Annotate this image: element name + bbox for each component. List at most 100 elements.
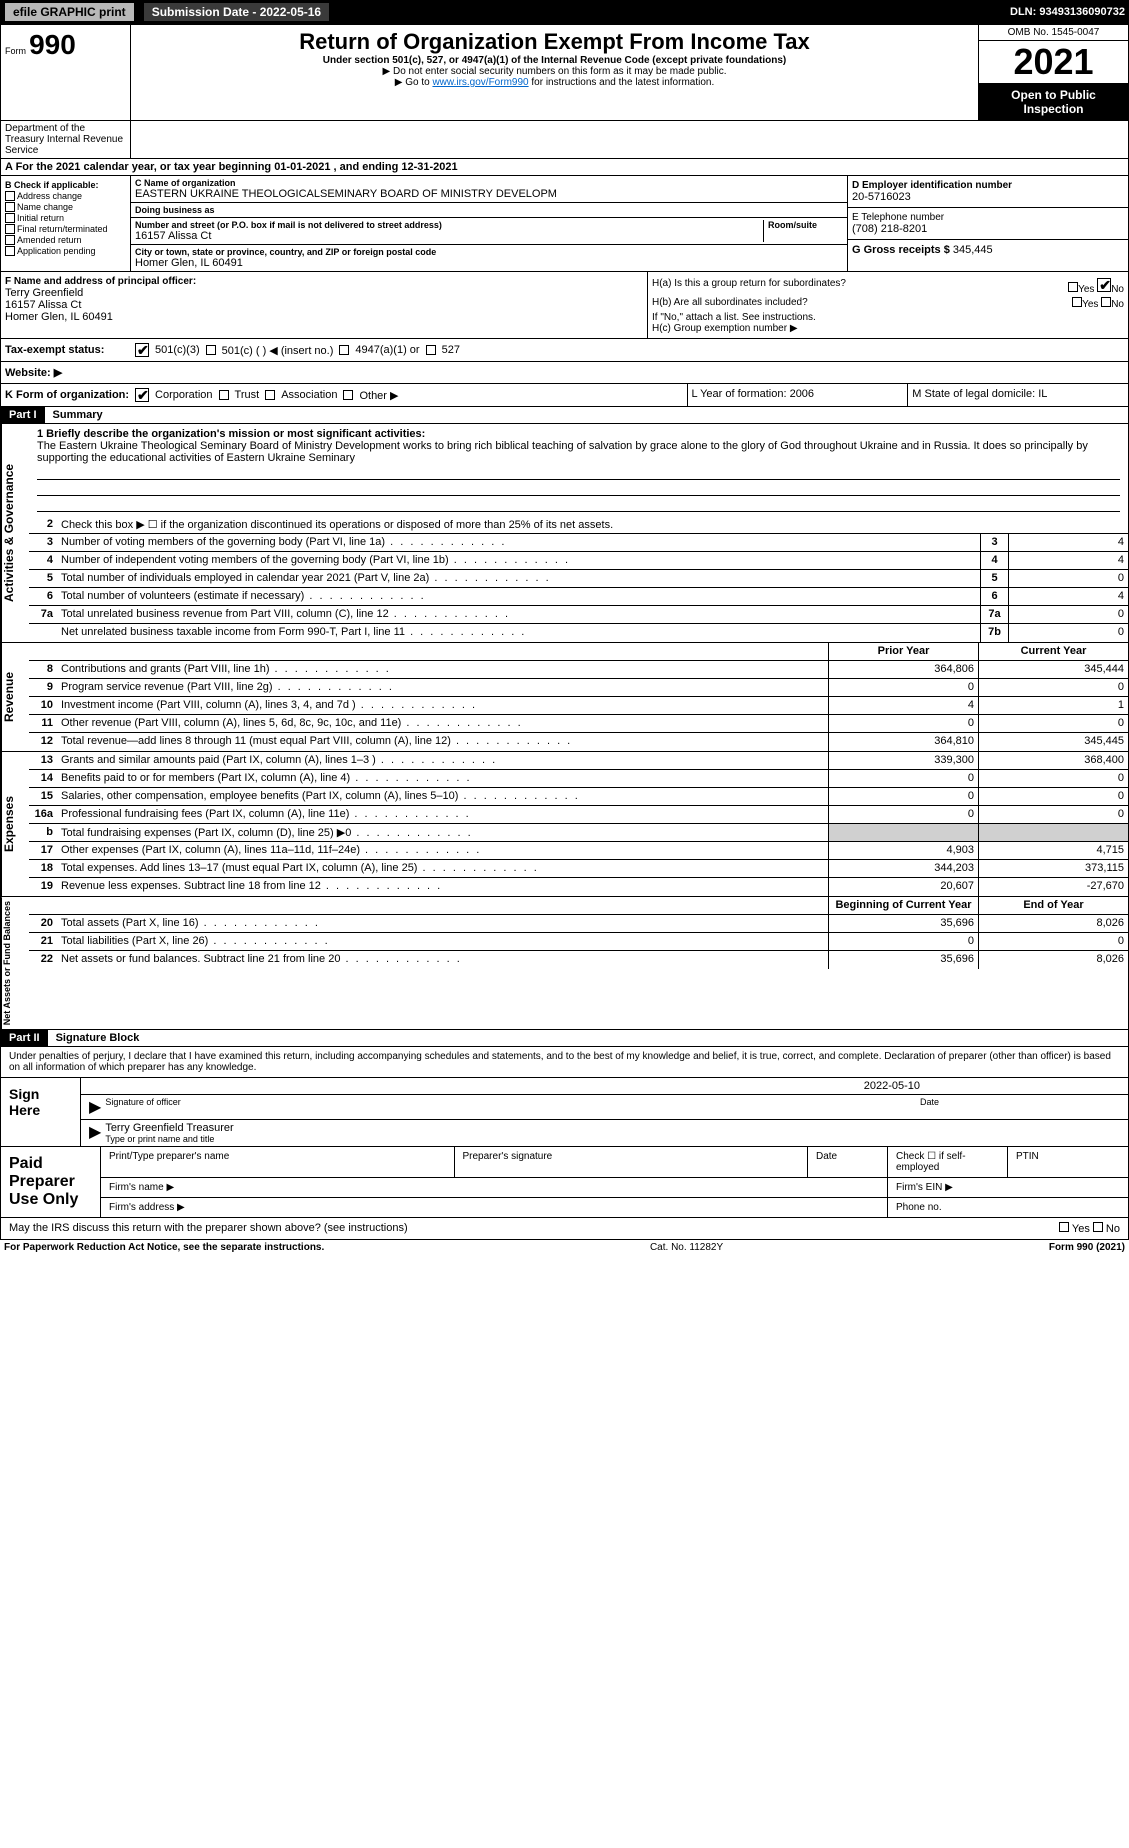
table-row: 2Check this box ▶ ☐ if the organization … <box>29 516 1128 534</box>
check-initial-return[interactable]: Initial return <box>5 213 126 223</box>
topbar: efile GRAPHIC print Submission Date - 20… <box>0 0 1129 24</box>
ein-value: 20-5716023 <box>852 191 1124 203</box>
arrow-icon: ▶ <box>89 1097 101 1117</box>
org-name: EASTERN UKRAINE THEOLOGICALSEMINARY BOAR… <box>135 188 843 200</box>
part1-header: Part I Summary <box>0 407 1129 424</box>
chk-4947[interactable] <box>339 345 349 355</box>
table-row: 13Grants and similar amounts paid (Part … <box>29 752 1128 770</box>
table-row: bTotal fundraising expenses (Part IX, co… <box>29 824 1128 842</box>
form-subtitle: Under section 501(c), 527, or 4947(a)(1)… <box>141 55 968 66</box>
table-row: 8Contributions and grants (Part VIII, li… <box>29 661 1128 679</box>
year-formation: L Year of formation: 2006 <box>688 384 909 406</box>
table-row: 21Total liabilities (Part X, line 26)00 <box>29 933 1128 951</box>
officer-name: Terry Greenfield <box>5 287 643 299</box>
officer-addr1: 16157 Alissa Ct <box>5 299 643 311</box>
omb-number: OMB No. 1545-0047 <box>979 25 1128 41</box>
table-row: 22Net assets or fund balances. Subtract … <box>29 951 1128 969</box>
table-row: 16aProfessional fundraising fees (Part I… <box>29 806 1128 824</box>
check-amended[interactable]: Amended return <box>5 235 126 245</box>
check-address-change[interactable]: Address change <box>5 191 126 201</box>
table-row: 9Program service revenue (Part VIII, lin… <box>29 679 1128 697</box>
chk-527[interactable] <box>426 345 436 355</box>
irs-no[interactable] <box>1093 1222 1103 1232</box>
netassets-section: Net Assets or Fund Balances Beginning of… <box>0 897 1129 1030</box>
dln-label: DLN: 93493136090732 <box>1010 6 1125 18</box>
table-row: Net unrelated business taxable income fr… <box>29 624 1128 642</box>
state-domicile: M State of legal domicile: IL <box>908 384 1128 406</box>
chk-501c3[interactable] <box>135 343 149 357</box>
check-application-pending[interactable]: Application pending <box>5 246 126 256</box>
paid-preparer-section: Paid Preparer Use Only Print/Type prepar… <box>0 1147 1129 1218</box>
table-row: 19Revenue less expenses. Subtract line 1… <box>29 878 1128 896</box>
section-h: H(a) Is this a group return for subordin… <box>648 272 1128 338</box>
section-b: B Check if applicable: Address change Na… <box>1 176 131 271</box>
signer-name: Terry Greenfield Treasurer <box>105 1122 233 1134</box>
open-inspection: Open to Public Inspection <box>979 84 1128 120</box>
calendar-year-row: A For the 2021 calendar year, or tax yea… <box>0 159 1129 176</box>
check-name-change[interactable]: Name change <box>5 202 126 212</box>
section-f: F Name and address of principal officer:… <box>1 272 648 338</box>
form-header: Form 990 Return of Organization Exempt F… <box>0 24 1129 121</box>
gross-receipts: 345,445 <box>953 244 993 256</box>
signature-section: Under penalties of perjury, I declare th… <box>0 1047 1129 1147</box>
ha-yes[interactable] <box>1068 282 1078 292</box>
section-de: D Employer identification number 20-5716… <box>848 176 1128 271</box>
website-row: Website: ▶ <box>0 362 1129 384</box>
tax-year: 2021 <box>979 41 1128 84</box>
hb-no[interactable] <box>1101 297 1111 307</box>
submission-date: Submission Date - 2022-05-16 <box>143 2 330 22</box>
irs-link[interactable]: www.irs.gov/Form990 <box>432 77 528 88</box>
hb-yes[interactable] <box>1072 297 1082 307</box>
form-number-box: Form 990 <box>1 25 131 120</box>
expenses-section: Expenses 13Grants and similar amounts pa… <box>0 752 1129 897</box>
chk-other[interactable] <box>343 390 353 400</box>
table-row: 14Benefits paid to or for members (Part … <box>29 770 1128 788</box>
goto-note: ▶ Go to www.irs.gov/Form990 for instruct… <box>141 77 968 88</box>
arrow-icon: ▶ <box>89 1122 101 1144</box>
dept-row: Department of the Treasury Internal Reve… <box>0 121 1129 159</box>
footer-row: For Paperwork Reduction Act Notice, see … <box>0 1240 1129 1255</box>
table-row: 11Other revenue (Part VIII, column (A), … <box>29 715 1128 733</box>
header-center: Return of Organization Exempt From Incom… <box>131 25 978 120</box>
table-row: 15Salaries, other compensation, employee… <box>29 788 1128 806</box>
chk-501c[interactable] <box>206 345 216 355</box>
table-row: 17Other expenses (Part IX, column (A), l… <box>29 842 1128 860</box>
table-row: 7aTotal unrelated business revenue from … <box>29 606 1128 624</box>
section-c: C Name of organization EASTERN UKRAINE T… <box>131 176 848 271</box>
mission-box: 1 Briefly describe the organization's mi… <box>29 424 1128 516</box>
check-final-return[interactable]: Final return/terminated <box>5 224 126 234</box>
table-row: 12Total revenue—add lines 8 through 11 (… <box>29 733 1128 751</box>
main-info-block: B Check if applicable: Address change Na… <box>0 176 1129 272</box>
table-row: 10Investment income (Part VIII, column (… <box>29 697 1128 715</box>
chk-assoc[interactable] <box>265 390 275 400</box>
tax-status-row: Tax-exempt status: 501(c)(3) 501(c) ( ) … <box>0 339 1129 362</box>
governance-section: Activities & Governance 1 Briefly descri… <box>0 424 1129 643</box>
table-row: 6Total number of volunteers (estimate if… <box>29 588 1128 606</box>
k-l-m-row: K Form of organization: Corporation Trus… <box>0 384 1129 407</box>
chk-corp[interactable] <box>135 388 149 402</box>
table-row: 3Number of voting members of the governi… <box>29 534 1128 552</box>
revenue-section: Revenue Prior Year Current Year 8Contrib… <box>0 643 1129 752</box>
dept-label: Department of the Treasury Internal Reve… <box>1 121 131 158</box>
ssn-note: ▶ Do not enter social security numbers o… <box>141 66 968 77</box>
form-title: Return of Organization Exempt From Incom… <box>141 29 968 55</box>
efile-label: efile GRAPHIC print <box>4 2 135 22</box>
table-row: 20Total assets (Part X, line 16)35,6968,… <box>29 915 1128 933</box>
form-number: 990 <box>29 29 76 60</box>
table-row: 18Total expenses. Add lines 13–17 (must … <box>29 860 1128 878</box>
table-row: 4Number of independent voting members of… <box>29 552 1128 570</box>
part2-header: Part II Signature Block <box>0 1030 1129 1047</box>
street-address: 16157 Alissa Ct <box>135 230 763 242</box>
chk-trust[interactable] <box>219 390 229 400</box>
ha-no[interactable] <box>1097 278 1111 292</box>
table-row: 5Total number of individuals employed in… <box>29 570 1128 588</box>
header-right: OMB No. 1545-0047 2021 Open to Public In… <box>978 25 1128 120</box>
officer-addr2: Homer Glen, IL 60491 <box>5 311 643 323</box>
mission-text: The Eastern Ukraine Theological Seminary… <box>37 440 1120 464</box>
sign-date: 2022-05-10 <box>864 1080 920 1092</box>
irs-discuss-row: May the IRS discuss this return with the… <box>0 1218 1129 1240</box>
irs-yes[interactable] <box>1059 1222 1069 1232</box>
city-state-zip: Homer Glen, IL 60491 <box>135 257 843 269</box>
telephone-value: (708) 218-8201 <box>852 223 1124 235</box>
officer-row: F Name and address of principal officer:… <box>0 272 1129 339</box>
